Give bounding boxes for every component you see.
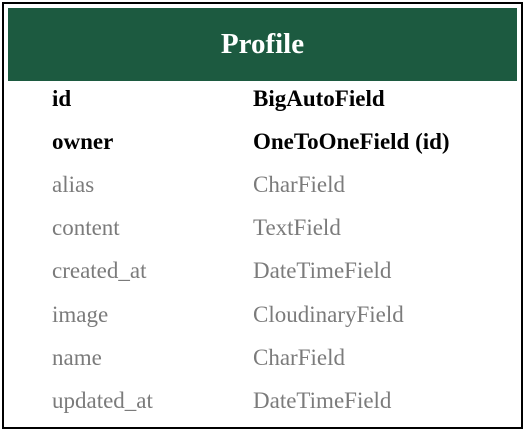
field-name: content — [52, 215, 120, 240]
field-name: owner — [52, 129, 114, 154]
field-row-image: image CloudinaryField — [4, 293, 521, 336]
field-type: DateTimeField — [253, 388, 392, 413]
field-name: alias — [52, 172, 95, 197]
field-row-updated-at: updated_at DateTimeField — [4, 379, 521, 422]
model-table-profile: Profile id BigAutoField owner OneToOneFi… — [2, 2, 523, 429]
field-name: created_at — [52, 258, 147, 283]
field-type: CharField — [253, 172, 345, 197]
field-name: id — [52, 86, 72, 111]
field-type: CloudinaryField — [253, 302, 404, 327]
field-type: BigAutoField — [253, 86, 385, 111]
field-type: TextField — [253, 215, 341, 240]
field-name: image — [52, 302, 109, 327]
model-title-header: Profile — [8, 8, 517, 81]
field-row-id: id BigAutoField — [4, 77, 521, 120]
field-name: updated_at — [52, 388, 153, 413]
field-type: DateTimeField — [253, 258, 392, 283]
field-name: name — [52, 345, 102, 370]
field-type: CharField — [253, 345, 345, 370]
field-row-created-at: created_at DateTimeField — [4, 249, 521, 292]
field-row-alias: alias CharField — [4, 163, 521, 206]
field-type: OneToOneField (id) — [253, 129, 450, 154]
field-row-owner: owner OneToOneField (id) — [4, 120, 521, 163]
field-row-name: name CharField — [4, 336, 521, 379]
field-row-content: content TextField — [4, 206, 521, 249]
